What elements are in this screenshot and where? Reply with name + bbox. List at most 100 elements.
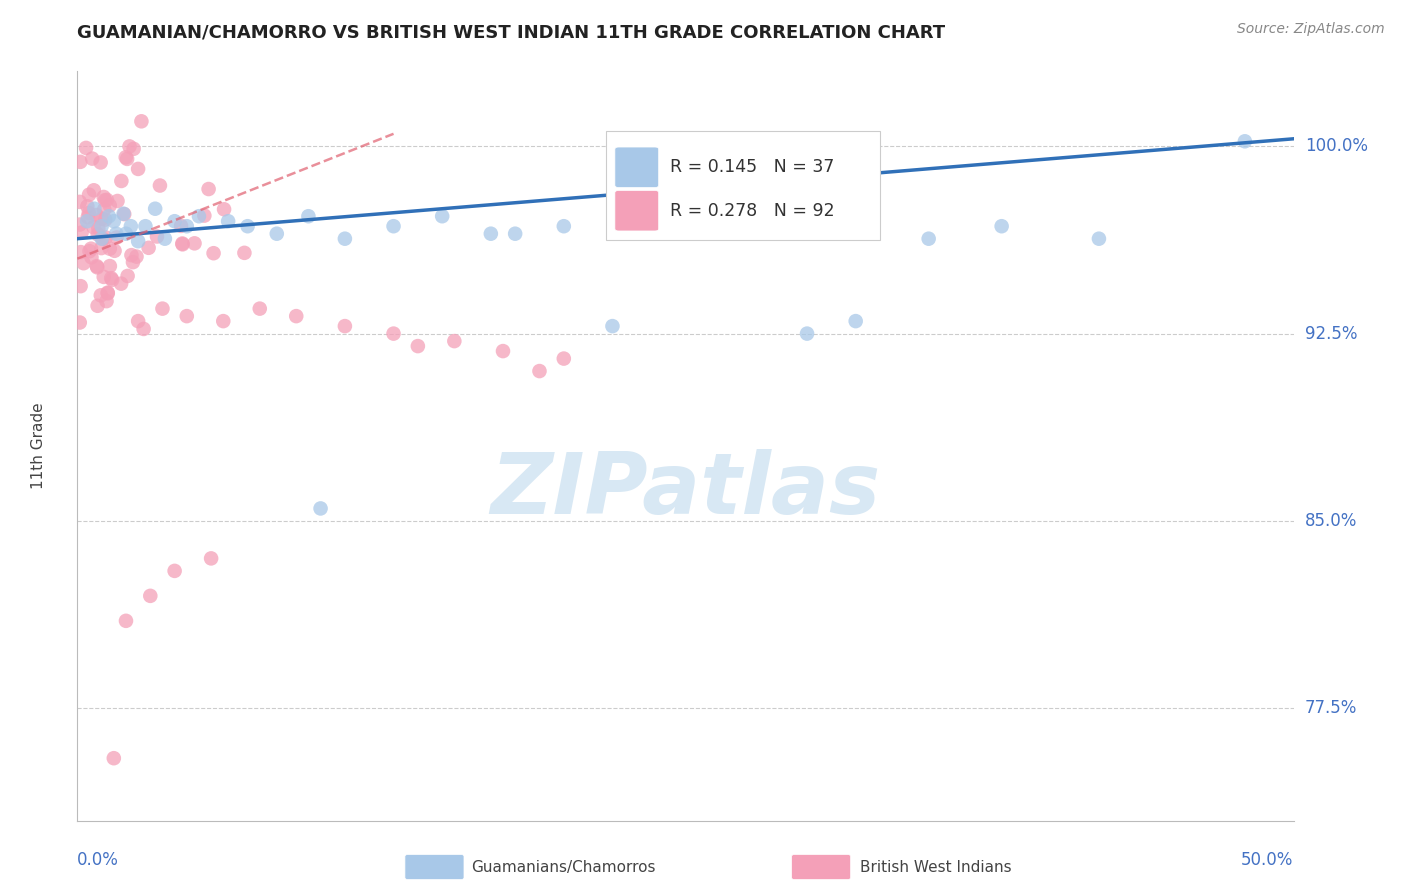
Point: [90, 241, 112, 255]
Point: [602, 319, 624, 334]
Point: [93, 202, 115, 217]
Point: [80, 242, 103, 256]
Point: [747, 227, 769, 241]
Point: [93, 190, 115, 204]
Point: [163, 214, 186, 228]
Point: [114, 150, 136, 164]
Point: [443, 334, 465, 348]
Text: 85.0%: 85.0%: [1305, 512, 1357, 530]
Point: [503, 227, 526, 241]
Point: [309, 501, 332, 516]
Point: [86, 260, 108, 275]
Point: [492, 344, 515, 359]
Point: [118, 139, 141, 153]
Point: [297, 209, 319, 223]
Point: [176, 219, 198, 234]
Point: [1088, 232, 1111, 246]
FancyBboxPatch shape: [606, 131, 880, 240]
Point: [79, 244, 101, 259]
Point: [430, 209, 453, 223]
Point: [76, 214, 98, 228]
Point: [170, 219, 193, 233]
Point: [134, 219, 156, 234]
Point: [87, 221, 110, 235]
Point: [553, 219, 575, 234]
Point: [188, 209, 211, 223]
Point: [149, 178, 172, 193]
Text: R = 0.278   N = 92: R = 0.278 N = 92: [669, 202, 834, 219]
Point: [90, 219, 112, 234]
Point: [233, 245, 256, 260]
Point: [86, 259, 108, 273]
Point: [98, 198, 121, 212]
Point: [176, 309, 198, 323]
Point: [80, 250, 103, 264]
Point: [105, 230, 128, 244]
Point: [110, 174, 132, 188]
Point: [100, 271, 122, 285]
Point: [77, 206, 100, 220]
Point: [122, 142, 145, 156]
Text: Source: ZipAtlas.com: Source: ZipAtlas.com: [1237, 22, 1385, 37]
Point: [202, 246, 225, 260]
Point: [183, 236, 205, 251]
Point: [97, 285, 120, 300]
Point: [69, 154, 91, 169]
Text: 100.0%: 100.0%: [1305, 137, 1368, 155]
Point: [107, 194, 129, 208]
Point: [125, 250, 148, 264]
Point: [382, 219, 405, 234]
Point: [553, 351, 575, 366]
Point: [83, 202, 105, 216]
Point: [172, 237, 194, 252]
Point: [69, 245, 91, 260]
Point: [139, 589, 162, 603]
Point: [69, 316, 91, 330]
Point: [103, 244, 125, 258]
Point: [83, 220, 105, 235]
Point: [796, 326, 818, 341]
Point: [69, 218, 91, 232]
Point: [75, 141, 97, 155]
Point: [212, 314, 235, 328]
Point: [122, 255, 145, 269]
Point: [152, 301, 174, 316]
Text: 11th Grade: 11th Grade: [31, 402, 46, 490]
Point: [529, 364, 551, 378]
Point: [90, 155, 112, 169]
Point: [105, 227, 128, 241]
Point: [845, 314, 868, 328]
Point: [285, 309, 308, 323]
Point: [153, 232, 176, 246]
Point: [87, 227, 110, 242]
Text: GUAMANIAN/CHAMORRO VS BRITISH WEST INDIAN 11TH GRADE CORRELATION CHART: GUAMANIAN/CHAMORRO VS BRITISH WEST INDIA…: [77, 23, 945, 41]
Point: [97, 286, 120, 301]
Point: [90, 211, 112, 226]
FancyBboxPatch shape: [614, 191, 658, 231]
Point: [90, 232, 112, 246]
Text: R = 0.145   N = 37: R = 0.145 N = 37: [669, 158, 834, 177]
Point: [90, 288, 112, 302]
Point: [197, 182, 219, 196]
Point: [76, 199, 98, 213]
Point: [127, 161, 149, 176]
Point: [217, 214, 239, 228]
Point: [990, 219, 1012, 234]
Point: [101, 273, 124, 287]
Point: [918, 232, 941, 246]
Point: [406, 339, 429, 353]
Point: [76, 210, 98, 224]
Point: [650, 214, 672, 228]
Point: [333, 232, 356, 246]
Point: [103, 214, 125, 228]
Point: [93, 269, 115, 284]
Point: [96, 294, 118, 309]
Point: [127, 234, 149, 248]
Point: [115, 227, 138, 241]
Text: British West Indians: British West Indians: [860, 860, 1012, 874]
Point: [115, 614, 138, 628]
Text: 0.0%: 0.0%: [77, 851, 120, 869]
Point: [98, 259, 121, 273]
Text: 50.0%: 50.0%: [1241, 851, 1294, 869]
Point: [96, 193, 118, 207]
